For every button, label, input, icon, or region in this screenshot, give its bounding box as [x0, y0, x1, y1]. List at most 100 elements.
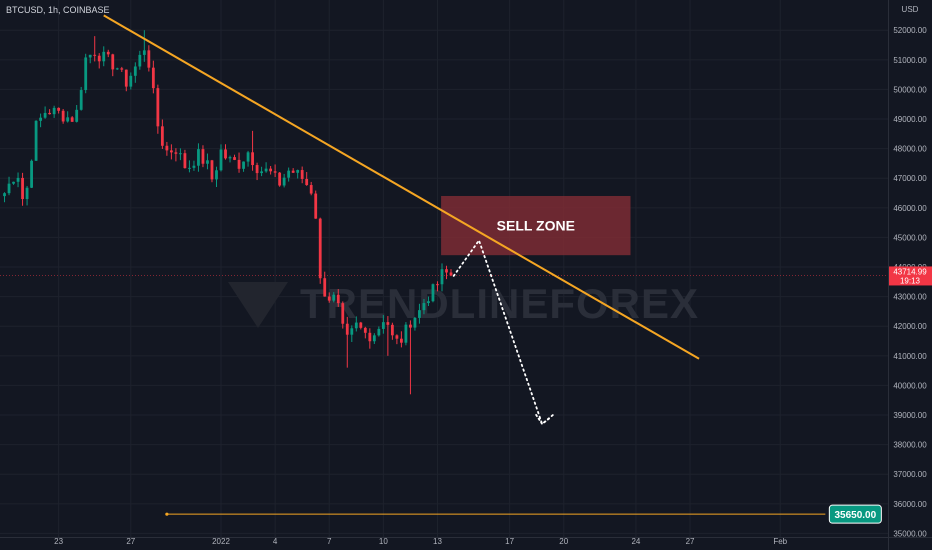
y-tick-label: 39000.00 [893, 411, 927, 420]
candle-body [409, 324, 412, 328]
candle-body [273, 171, 277, 173]
y-tick-label: 48000.00 [893, 145, 927, 154]
candle-body [228, 157, 232, 159]
symbol-label[interactable]: BTCUSD, 1h, COINBASE [6, 5, 110, 15]
candle-body [201, 149, 205, 164]
y-tick-label: 41000.00 [893, 352, 927, 361]
candle-body [129, 75, 133, 87]
candle-body [102, 51, 106, 62]
y-tick-label: 52000.00 [893, 26, 927, 35]
candle-body [269, 168, 273, 172]
candle-body [413, 317, 417, 328]
candle-body [142, 50, 146, 55]
sell-zone-label: SELL ZONE [497, 218, 575, 234]
x-tick-label: 17 [505, 537, 514, 546]
candle-body [75, 109, 79, 122]
x-tick-label: 27 [686, 537, 695, 546]
current-price-countdown: 19:13 [900, 276, 921, 285]
candle-body [372, 335, 376, 342]
projection-path [452, 238, 554, 426]
candle-body [147, 50, 151, 68]
candle-body [305, 178, 309, 186]
x-tick-label: 13 [433, 537, 442, 546]
candle-body [79, 90, 83, 110]
candle-body [368, 332, 372, 342]
candle-body [242, 161, 245, 169]
candle-body [300, 170, 304, 179]
candle-body [165, 145, 169, 151]
candles [3, 30, 453, 395]
candle-body [251, 152, 254, 166]
horizontal-level-anchor [165, 512, 169, 516]
x-tick-label: 24 [631, 537, 640, 546]
candle-body [278, 172, 282, 186]
candle-body [440, 269, 444, 285]
candle-body [183, 153, 187, 169]
candle-body [237, 159, 241, 169]
trendline [103, 14, 700, 360]
candle-body [377, 328, 381, 336]
candle-body [327, 296, 331, 301]
y-tick-label: 50000.00 [893, 85, 927, 94]
price-axis-unit: USD [902, 5, 919, 14]
sell-zone[interactable]: SELL ZONE [441, 195, 631, 256]
candle-body [30, 160, 33, 188]
drawings[interactable]: 35650.00 [0, 14, 888, 524]
candle-body [400, 338, 403, 343]
candle-body [341, 303, 345, 324]
candle-body [179, 153, 182, 155]
candle-body [115, 68, 119, 70]
y-tick-label: 47000.00 [893, 174, 927, 183]
x-tick-label: 4 [273, 537, 278, 546]
candle-body [120, 68, 124, 70]
y-tick-label: 35000.00 [893, 529, 927, 538]
candle-body [354, 322, 358, 329]
candle-body [260, 171, 263, 174]
candle-body [381, 322, 385, 329]
candle-body [386, 322, 390, 325]
candle-body [332, 294, 336, 301]
candle-body [138, 54, 142, 67]
x-tick-label: 20 [559, 537, 568, 546]
y-tick-label: 49000.00 [893, 115, 927, 124]
y-tick-label: 51000.00 [893, 56, 927, 65]
candle-body [291, 170, 295, 173]
sell-zone-box [441, 195, 631, 256]
candle-body [88, 54, 92, 58]
candle-body [3, 193, 6, 197]
candle-body [52, 107, 56, 115]
candle-body [418, 310, 421, 318]
x-tick-label: 23 [54, 537, 63, 546]
candle-body [169, 150, 173, 153]
candle-body [93, 54, 97, 56]
candle-body [246, 152, 250, 162]
candle-body [345, 323, 349, 335]
candle-body [431, 284, 435, 302]
candle-body [197, 149, 200, 166]
y-tick-label: 40000.00 [893, 381, 927, 390]
x-tick-label: Feb [773, 537, 787, 546]
candle-body [70, 117, 74, 122]
watermark-text: TRENDLINEFOREX [300, 280, 699, 327]
candle-body [188, 167, 191, 169]
y-tick-label: 45000.00 [893, 233, 927, 242]
candle-body [314, 193, 318, 219]
candle-body [422, 303, 426, 311]
candle-body [449, 272, 453, 276]
candle-body [445, 269, 448, 273]
watermark: TRENDLINEFOREX [228, 280, 699, 328]
candle-body [390, 324, 394, 336]
level-price-tag [828, 504, 882, 524]
candle-body [43, 112, 47, 118]
candle-body [255, 165, 259, 174]
candle-body [7, 183, 11, 194]
watermark-logo-icon [228, 282, 288, 328]
candle-body [215, 170, 218, 180]
candle-body [160, 126, 164, 146]
candle-body [61, 110, 65, 122]
candle-body [427, 301, 430, 304]
grid [0, 0, 888, 537]
